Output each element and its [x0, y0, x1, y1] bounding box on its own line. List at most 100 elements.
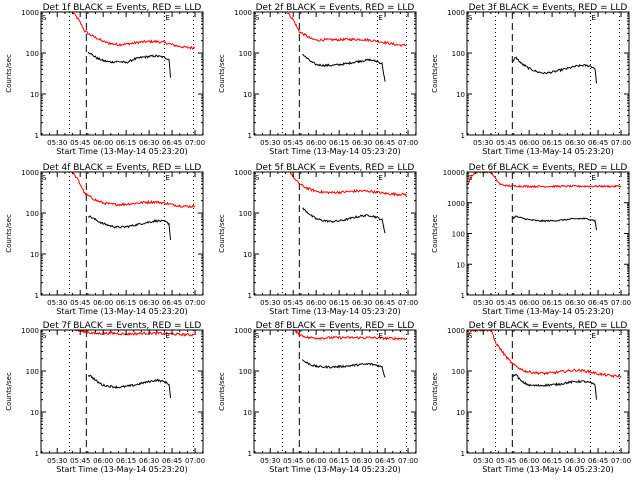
- plot-frame: [40, 329, 204, 454]
- events-series-line: [87, 215, 171, 241]
- y-tick-label: 100: [239, 50, 252, 58]
- x-tick-label: 05:30: [47, 299, 67, 307]
- x-tick-label: 07:00: [185, 457, 205, 465]
- panel-4: Det 4f BLACK = Events, RED = LLD 1 10 100 10…: [5, 163, 205, 316]
- x-tick-label: 05:30: [473, 299, 493, 307]
- x-axis-label: Start Time (13-May-14 05:23:20): [482, 465, 613, 474]
- panel-title: Det 9f BLACK = Events, RED = LLD: [469, 321, 628, 331]
- start-marker-label: S: [42, 332, 47, 340]
- start-marker-label: S: [468, 332, 473, 340]
- start-marker-label: S: [468, 174, 473, 182]
- plot-frame: [40, 11, 204, 136]
- panel-2: Det 2f BLACK = Events, RED = LLD 1 10 100 10…: [218, 3, 418, 156]
- y-axis-label: Counts/sec: [218, 372, 226, 411]
- plot-frame: [466, 329, 630, 454]
- start-marker-label: S: [42, 174, 47, 182]
- end-marker-label: E: [591, 332, 595, 340]
- lld-series-line: [72, 172, 196, 209]
- y-axis-label: Counts/sec: [5, 372, 13, 411]
- panel-title: Det 8f BLACK = Events, RED = LLD: [256, 321, 415, 331]
- x-tick-label: 06:45: [588, 299, 608, 307]
- lld-series-line: [467, 330, 622, 379]
- end-marker-label: E: [591, 174, 595, 182]
- y-tick-label: 100: [26, 368, 39, 376]
- x-tick-label: 06:00: [519, 139, 539, 147]
- lld-series-line: [467, 172, 622, 189]
- end-marker-label: E: [378, 14, 382, 22]
- x-tick-label: 06:15: [329, 457, 349, 465]
- panel-title: Det 5f BLACK = Events, RED = LLD: [256, 163, 415, 173]
- x-tick-label: 06:30: [352, 139, 372, 147]
- events-series-line: [512, 373, 597, 400]
- x-tick-label: 07:00: [398, 139, 418, 147]
- y-tick-label: 10: [456, 91, 465, 99]
- panel-9: Det 9f BLACK = Events, RED = LLD 1 10 100 10…: [431, 321, 631, 474]
- x-tick-label: 06:45: [162, 139, 182, 147]
- x-tick-label: 06:15: [116, 457, 136, 465]
- plot-frame: [466, 11, 630, 136]
- plot-frame: [253, 11, 417, 136]
- x-axis-label: Start Time (13-May-14 05:23:20): [56, 147, 187, 156]
- panel-5: Det 5f BLACK = Events, RED = LLD 1 10 100 10…: [218, 163, 418, 316]
- y-tick-label: 1: [461, 132, 465, 140]
- x-tick-label: 06:00: [519, 457, 539, 465]
- x-tick-label: 06:15: [542, 139, 562, 147]
- y-tick-label: 1000: [21, 327, 39, 335]
- x-tick-label: 06:00: [93, 457, 113, 465]
- start-marker-label: S: [255, 174, 260, 182]
- end-marker-label: E: [165, 14, 169, 22]
- x-tick-label: 06:45: [588, 139, 608, 147]
- panel-1: Det 1f BLACK = Events, RED = LLD 1 10 100 10…: [5, 3, 205, 156]
- y-tick-label: 100: [452, 50, 465, 58]
- y-tick-label: 100: [452, 368, 465, 376]
- y-tick-label: 1: [35, 450, 39, 458]
- y-axis-label: Counts/sec: [218, 214, 226, 253]
- x-tick-label: 05:30: [473, 139, 493, 147]
- x-tick-label: 06:45: [375, 457, 395, 465]
- y-tick-label: 1: [248, 450, 252, 458]
- lld-series-line: [72, 12, 196, 50]
- plot-frame: [253, 171, 417, 296]
- start-marker-label: S: [468, 14, 473, 22]
- x-tick-label: 06:45: [588, 457, 608, 465]
- y-axis-label: Counts/sec: [431, 372, 439, 411]
- start-marker-label: S: [42, 14, 47, 22]
- plot-frame: [40, 171, 204, 296]
- x-tick-label: 05:45: [496, 299, 516, 307]
- x-tick-label: 05:45: [283, 139, 303, 147]
- lld-series-line: [292, 330, 407, 341]
- x-axis-label: Start Time (13-May-14 05:23:20): [269, 147, 400, 156]
- x-tick-label: 05:45: [283, 457, 303, 465]
- x-tick-label: 05:45: [70, 299, 90, 307]
- panel-8: Det 8f BLACK = Events, RED = LLD 1 10 100 10…: [218, 321, 418, 474]
- x-axis-label: Start Time (13-May-14 05:23:20): [269, 465, 400, 474]
- end-marker-label: E: [591, 14, 595, 22]
- plot-frame: [253, 329, 417, 454]
- x-tick-label: 06:00: [93, 299, 113, 307]
- y-tick-label: 10: [243, 251, 252, 259]
- end-marker-label: E: [165, 332, 169, 340]
- lld-series-line: [286, 12, 407, 48]
- x-tick-label: 06:30: [352, 299, 372, 307]
- x-tick-label: 06:30: [565, 139, 585, 147]
- panel-title: Det 4f BLACK = Events, RED = LLD: [43, 163, 202, 173]
- x-tick-label: 05:30: [473, 457, 493, 465]
- y-axis-label: Counts/sec: [431, 54, 439, 93]
- x-tick-label: 06:15: [116, 139, 136, 147]
- x-axis-label: Start Time (13-May-14 05:23:20): [482, 147, 613, 156]
- plot-frame: [466, 171, 630, 296]
- panel-title: Det 2f BLACK = Events, RED = LLD: [256, 3, 415, 13]
- x-tick-label: 06:00: [306, 139, 326, 147]
- x-axis-label: Start Time (13-May-14 05:23:20): [269, 307, 400, 316]
- x-tick-label: 05:45: [283, 299, 303, 307]
- y-tick-label: 1: [35, 132, 39, 140]
- x-tick-label: 05:30: [260, 139, 280, 147]
- y-tick-label: 10: [243, 91, 252, 99]
- events-series-line: [511, 56, 597, 84]
- start-marker-label: S: [255, 14, 260, 22]
- y-axis-label: Counts/sec: [5, 214, 13, 253]
- events-series-line: [512, 215, 597, 231]
- y-tick-label: 1: [35, 292, 39, 300]
- x-tick-label: 06:30: [139, 457, 159, 465]
